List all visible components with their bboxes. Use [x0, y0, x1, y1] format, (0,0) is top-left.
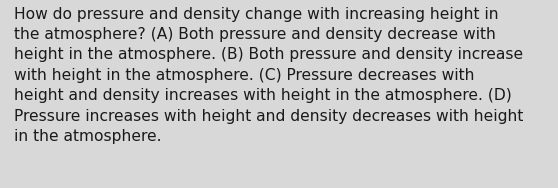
Text: How do pressure and density change with increasing height in
the atmosphere? (A): How do pressure and density change with …	[14, 7, 523, 144]
